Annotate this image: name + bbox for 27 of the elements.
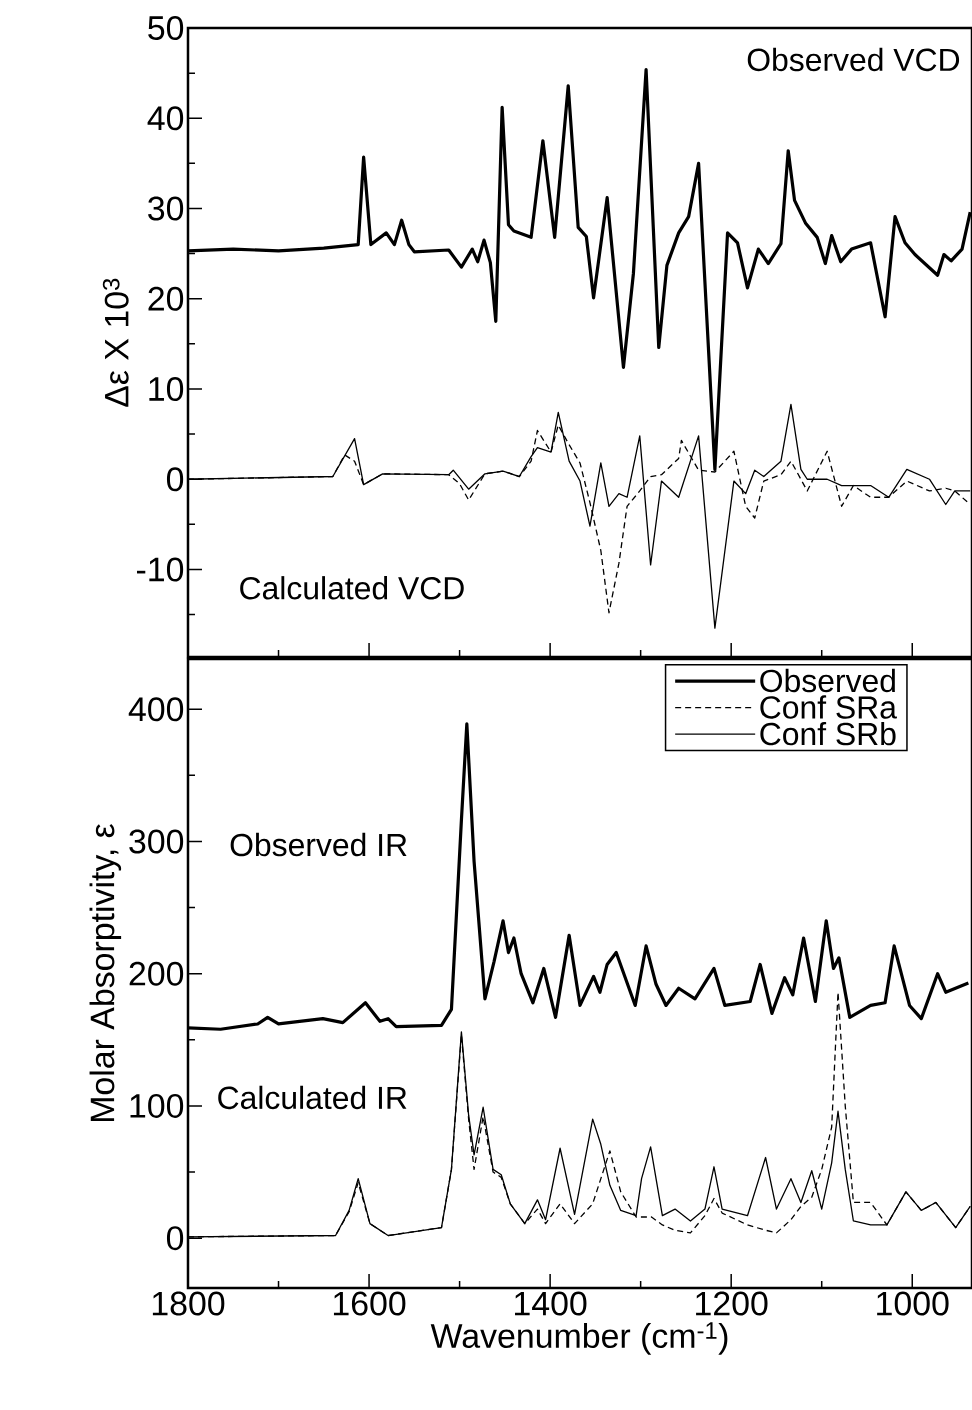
legend-label: Observed bbox=[760, 668, 895, 693]
y-tick-label: 40 bbox=[147, 106, 184, 131]
y-tick-label: 0 bbox=[166, 467, 184, 492]
x-tick-label: 1800 bbox=[152, 1291, 225, 1316]
x-tick-label: 1000 bbox=[877, 1291, 949, 1316]
annotation: Observed IR bbox=[230, 832, 407, 857]
x-axis-title: Wavenumber (cm$^{-1}$) bbox=[430, 1322, 728, 1355]
y-axis-title: Δε X 10$^{3}$ bbox=[102, 278, 129, 407]
y-tick-label: 30 bbox=[148, 196, 184, 221]
y-tick-label: 300 bbox=[129, 829, 184, 854]
y-axis-title: Molar Absorptivity, ε bbox=[89, 823, 122, 1122]
x-tick-label: 1200 bbox=[696, 1291, 768, 1316]
y-tick-label: 200 bbox=[129, 961, 184, 986]
x-tick-label: 1400 bbox=[515, 1291, 587, 1316]
annotation: Calculated IR bbox=[218, 1085, 407, 1110]
y-tick-label: 10 bbox=[149, 376, 184, 401]
annotation: Observed VCD bbox=[747, 47, 960, 72]
y-tick-label: 50 bbox=[148, 16, 184, 40]
legend-label: Conf SRb bbox=[760, 721, 896, 746]
y-tick-label: 400 bbox=[128, 697, 184, 722]
x-tick-label: 1600 bbox=[333, 1291, 406, 1316]
legend-label: Conf SRa bbox=[760, 695, 897, 719]
y-tick-label: -10 bbox=[137, 557, 184, 582]
annotation: Calculated VCD bbox=[240, 576, 464, 600]
y-tick-label: 100 bbox=[130, 1093, 184, 1118]
y-tick-label: 20 bbox=[148, 286, 184, 311]
y-tick-label: 0 bbox=[166, 1226, 184, 1251]
